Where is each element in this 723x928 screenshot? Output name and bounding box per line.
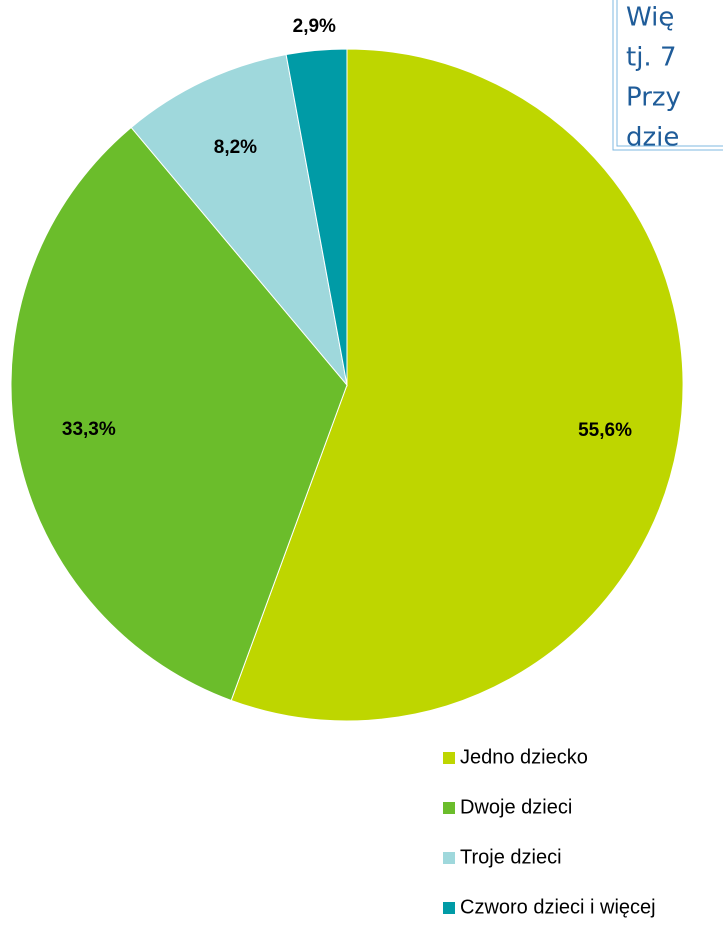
annotation-box-outer bbox=[612, 0, 723, 151]
legend-label: Czworo dzieci i więcej bbox=[460, 896, 656, 918]
legend-label: Jedno dziecko bbox=[460, 746, 588, 768]
legend-swatch bbox=[443, 752, 455, 764]
data-label: 8,2% bbox=[214, 137, 257, 158]
legend-label: Dwoje dzieci bbox=[460, 796, 572, 818]
data-label: 33,3% bbox=[62, 419, 116, 440]
legend-swatch bbox=[443, 902, 455, 914]
annotation-line: dzie bbox=[626, 123, 679, 153]
legend-swatch bbox=[443, 852, 455, 864]
pie-slice bbox=[10, 126, 348, 702]
data-label: 2,9% bbox=[293, 16, 336, 37]
pie-slice bbox=[285, 48, 348, 386]
legend-swatch bbox=[443, 802, 455, 814]
annotation-line: Wię bbox=[626, 3, 674, 33]
annotation-line: tj. 7 bbox=[626, 43, 677, 73]
pie-slice bbox=[130, 53, 348, 387]
annotation-line: Przy bbox=[626, 83, 681, 113]
annotation-box bbox=[616, 0, 723, 147]
legend-label: Troje dzieci bbox=[460, 846, 562, 868]
data-label: 55,6% bbox=[578, 420, 632, 441]
pie-slice bbox=[230, 48, 684, 722]
